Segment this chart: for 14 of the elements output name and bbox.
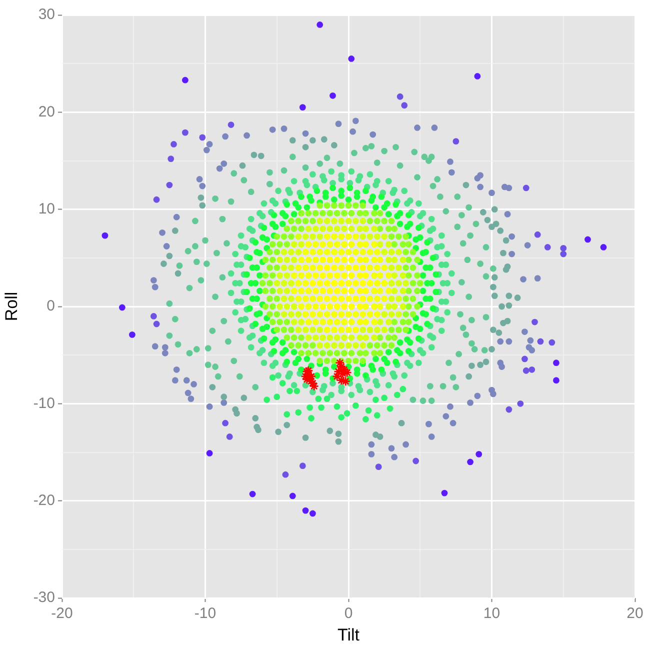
x-tick-label: 20 (626, 605, 644, 622)
x-tick-label: 0 (344, 605, 353, 622)
y-tick-label: -20 (33, 492, 55, 509)
y-tick-label: 10 (38, 200, 55, 218)
x-axis-title: Tilt (337, 625, 360, 644)
y-tick-label: -10 (33, 394, 55, 412)
x-tick-label: 10 (483, 605, 500, 622)
x-tick-label: -10 (194, 605, 216, 622)
y-axis-title: Roll (2, 292, 21, 322)
y-tick-label: 30 (38, 6, 55, 24)
y-tick-label: -30 (33, 589, 55, 606)
y-tick-label: 20 (38, 103, 55, 120)
y-tick-label: 0 (46, 298, 55, 315)
x-tick-label: -20 (51, 605, 73, 622)
